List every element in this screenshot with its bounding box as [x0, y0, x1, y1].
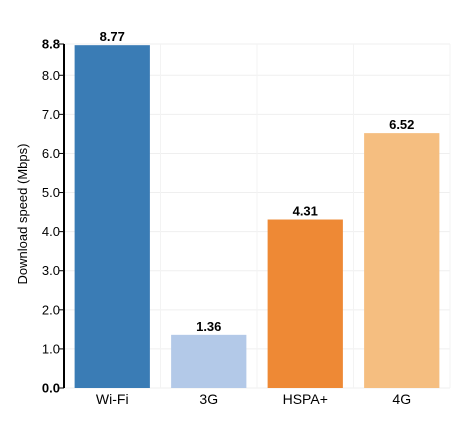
- y-tick-label: 1.0: [42, 341, 60, 356]
- bar-4g: [364, 133, 440, 388]
- bars: [74, 45, 440, 388]
- bar-3g: [171, 334, 247, 388]
- y-tick-label: 2.0: [42, 302, 60, 317]
- x-axis-labels: Wi-Fi 3G HSPA+ 4G: [96, 391, 411, 407]
- y-axis-ticks: 0.0 1.0 2.0 3.0 4.0 5.0 6.0 7.0 8.0 8.8: [42, 37, 64, 396]
- data-label: 6.52: [389, 117, 414, 132]
- x-category-label: 4G: [392, 391, 411, 407]
- x-category-label: Wi-Fi: [96, 391, 129, 407]
- x-category-label: HSPA+: [283, 391, 328, 407]
- x-category-label: 3G: [199, 391, 218, 407]
- data-label: 1.36: [196, 319, 221, 334]
- y-tick-label: 8.0: [42, 68, 60, 83]
- y-tick-label: 0.0: [42, 381, 60, 396]
- y-tick-label: 7.0: [42, 107, 60, 122]
- y-tick-label: 6.0: [42, 146, 60, 161]
- y-tick-label: 8.8: [42, 37, 60, 52]
- y-tick-label: 4.0: [42, 224, 60, 239]
- y-tick-label: 5.0: [42, 185, 60, 200]
- bar-wi-fi: [74, 45, 150, 388]
- y-axis-title: Download speed (Mbps): [15, 144, 30, 285]
- data-label: 8.77: [100, 29, 125, 44]
- data-labels: 8.77 1.36 4.31 6.52: [100, 29, 415, 334]
- y-tick-label: 3.0: [42, 263, 60, 278]
- data-label: 4.31: [293, 204, 318, 219]
- bar-hspa-: [267, 219, 343, 388]
